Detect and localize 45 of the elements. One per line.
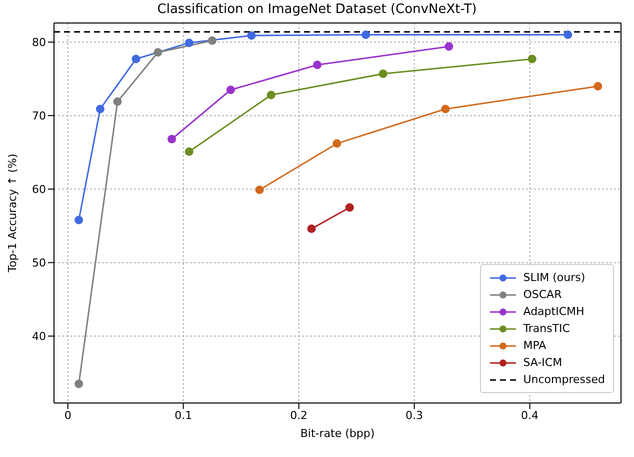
y-axis-title: Top-1 Accuracy ↑ (%) <box>6 154 19 274</box>
point <box>168 134 176 144</box>
point <box>528 54 536 64</box>
x-tick-label: 0.2 <box>290 408 308 422</box>
point <box>332 139 342 148</box>
legend-label: OSCAR <box>523 288 562 301</box>
legend-label: AdaptICMH <box>523 305 584 318</box>
point <box>184 38 194 48</box>
legend-label: MPA <box>523 339 546 352</box>
chart-title: Classification on ImageNet Dataset (ConvNeXt-T) <box>156 2 478 18</box>
point <box>441 104 450 114</box>
y-tick-label: 60 <box>32 183 46 196</box>
y-tick-label: 50 <box>32 256 46 270</box>
x-tick-label: 0.1 <box>174 408 192 422</box>
point <box>96 104 104 114</box>
point <box>113 97 122 106</box>
point <box>313 60 322 70</box>
y-tick-label: 80 <box>32 36 46 50</box>
legend-label: TransTIC <box>523 322 570 335</box>
point <box>307 224 316 234</box>
y-tick-label: 70 <box>32 110 46 123</box>
point <box>564 30 572 40</box>
point <box>226 86 235 94</box>
point <box>594 82 602 90</box>
point <box>154 48 162 57</box>
point <box>378 69 388 78</box>
point <box>266 90 276 100</box>
point <box>208 36 216 45</box>
point <box>184 147 194 156</box>
point <box>362 30 370 40</box>
x-tick-label: 0.4 <box>521 408 539 422</box>
point <box>247 31 256 40</box>
x-tick-label: 0 <box>64 408 72 422</box>
legend-label: Uncompressed <box>523 373 605 386</box>
legend-label: SLIM (ours) <box>523 271 586 284</box>
point <box>74 216 84 224</box>
point <box>444 42 454 51</box>
x-axis-title: Bit-rate (bpp) <box>300 427 375 440</box>
legend-label: SA-ICM <box>523 356 562 369</box>
point <box>132 54 140 64</box>
point <box>74 380 84 388</box>
point <box>345 203 354 212</box>
x-tick-label: 0.3 <box>406 408 424 422</box>
point <box>255 186 264 194</box>
y-tick-label: 40 <box>32 330 46 344</box>
